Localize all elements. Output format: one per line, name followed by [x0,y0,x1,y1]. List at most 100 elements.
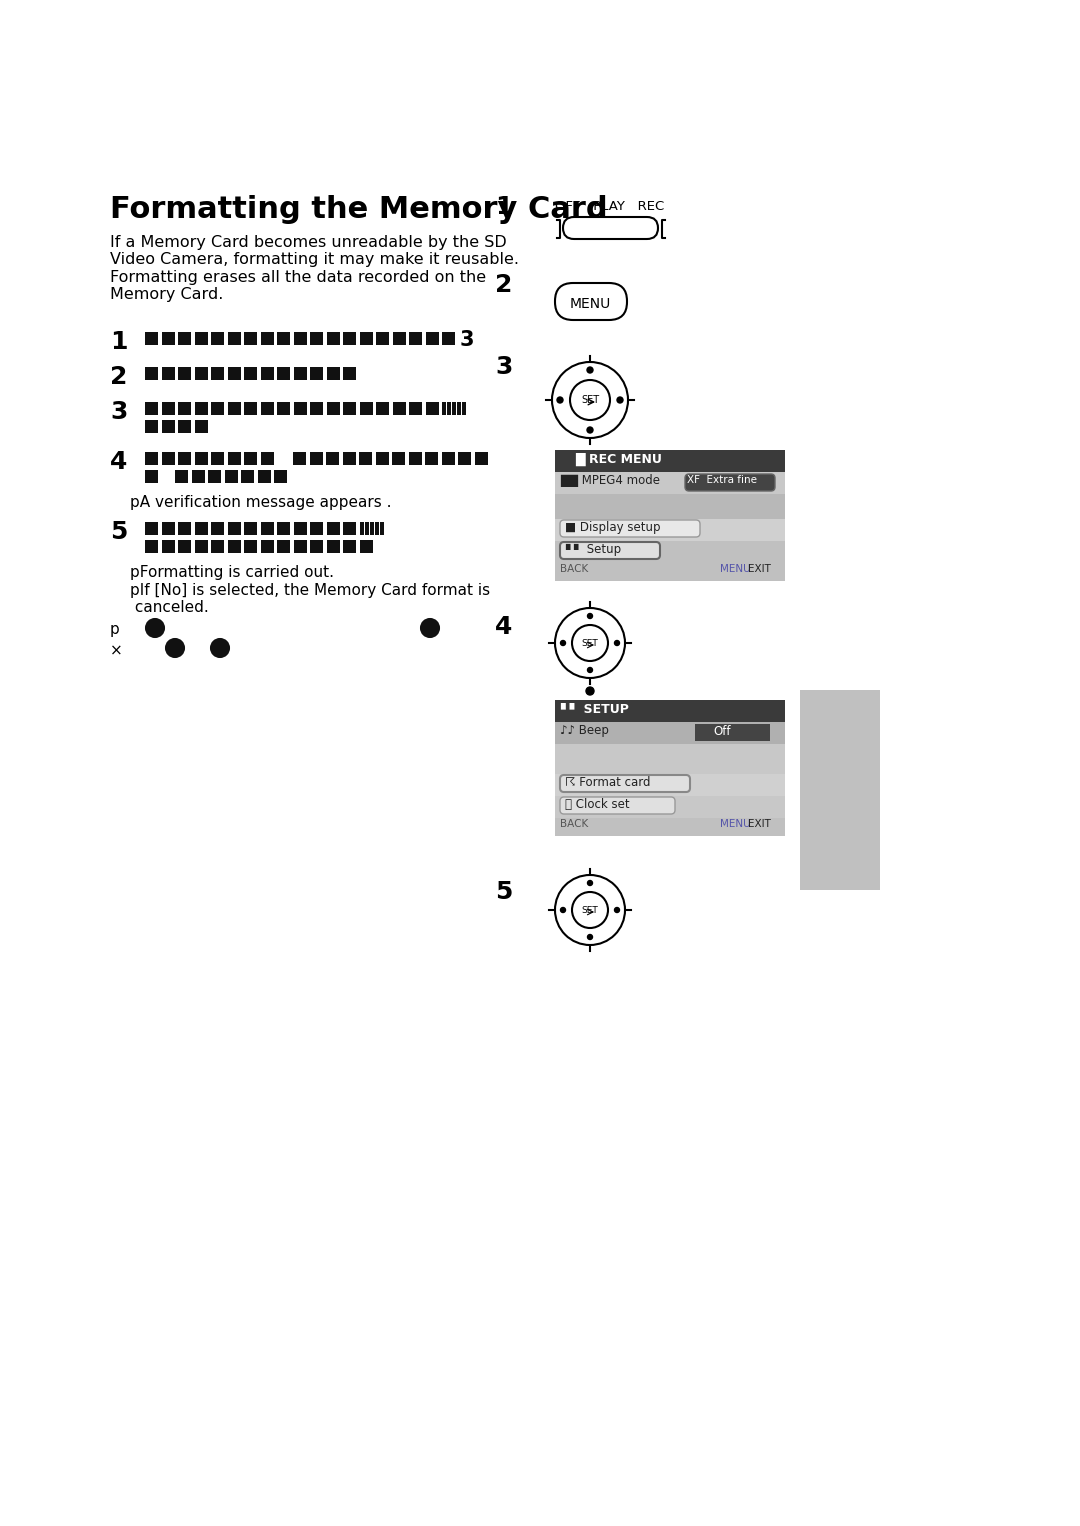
Bar [343,366,356,380]
Bar [145,366,158,380]
Bar [555,745,785,774]
Bar [178,540,191,552]
Text: Off: Off [713,725,731,739]
Bar [228,452,241,465]
FancyBboxPatch shape [561,542,660,559]
Bar [294,522,307,536]
Bar [392,452,405,465]
Bar [326,333,339,345]
Text: 1: 1 [495,195,513,220]
Bar [326,401,339,415]
Bar [228,522,241,536]
Bar [555,722,785,745]
Text: MENU: MENU [569,298,610,311]
Bar [426,333,438,345]
Text: pFormatting is carried out.: pFormatting is carried out. [130,565,334,580]
Bar [211,401,224,415]
Bar [360,401,373,415]
Bar [457,401,461,415]
Bar [326,522,339,536]
Bar [211,540,224,552]
Bar [241,470,254,484]
Bar [310,522,323,536]
Bar [453,401,456,415]
Circle shape [588,667,593,673]
Bar [178,522,191,536]
Bar [260,401,273,415]
Text: EXIT: EXIT [748,565,771,574]
Bar [162,333,175,345]
Circle shape [586,687,594,694]
Bar [458,452,471,465]
Bar [211,522,224,536]
Text: ×: × [110,642,123,658]
Bar [555,542,785,563]
Bar [194,420,207,433]
Circle shape [570,380,610,420]
Bar [376,401,389,415]
Bar [145,401,158,415]
Bar [310,366,323,380]
Bar [228,540,241,552]
Bar [375,522,378,536]
Bar [178,401,191,415]
Bar [260,452,273,465]
Circle shape [588,934,593,940]
Circle shape [561,641,566,645]
Bar [293,452,306,465]
Bar [194,366,207,380]
Text: ☈ Format card: ☈ Format card [565,777,650,789]
Bar [228,401,241,415]
Bar [442,452,455,465]
Text: 2: 2 [495,273,512,298]
Text: If a Memory Card becomes unreadable by the SD
Video Camera, formatting it may ma: If a Memory Card becomes unreadable by t… [110,235,519,302]
Text: ██ MPEG4 mode: ██ MPEG4 mode [561,475,660,487]
Circle shape [615,908,620,913]
Text: 1: 1 [110,330,127,354]
Bar [162,401,175,415]
Bar [162,522,175,536]
FancyBboxPatch shape [561,520,700,537]
Bar [211,452,224,465]
Text: 5: 5 [495,881,512,903]
Ellipse shape [596,220,624,237]
Text: MENU: MENU [720,565,751,574]
Circle shape [211,639,229,658]
Text: 3: 3 [460,330,474,349]
Bar [244,366,257,380]
Bar [294,540,307,552]
Bar [178,452,191,465]
Text: SET: SET [581,395,599,404]
Bar [310,333,323,345]
Text: XF  Extra fine: XF Extra fine [687,475,757,485]
Text: 2: 2 [110,365,127,389]
Text: SET: SET [582,639,598,649]
Text: 4: 4 [495,615,512,639]
Bar [359,452,372,465]
Bar [343,401,356,415]
Bar [310,452,323,465]
Text: 3: 3 [495,356,512,378]
Bar [162,366,175,380]
Circle shape [146,620,164,636]
Text: pIf [No] is selected, the Memory Card format is
 canceled.: pIf [No] is selected, the Memory Card fo… [130,583,490,615]
Bar [145,452,158,465]
Text: Formatting the Memory Card: Formatting the Memory Card [110,195,608,224]
Bar [360,522,364,536]
Bar [194,333,207,345]
Text: EXIT: EXIT [748,819,771,829]
Bar [310,401,323,415]
Circle shape [617,397,623,403]
Text: 3: 3 [110,400,127,424]
Text: 4: 4 [110,450,127,475]
Bar [276,540,291,552]
Bar [276,522,291,536]
Bar [409,401,422,415]
Circle shape [555,607,625,678]
Bar [326,452,339,465]
Bar [178,366,191,380]
Bar [326,366,339,380]
Circle shape [552,362,627,438]
Circle shape [588,427,593,433]
Bar [369,522,374,536]
